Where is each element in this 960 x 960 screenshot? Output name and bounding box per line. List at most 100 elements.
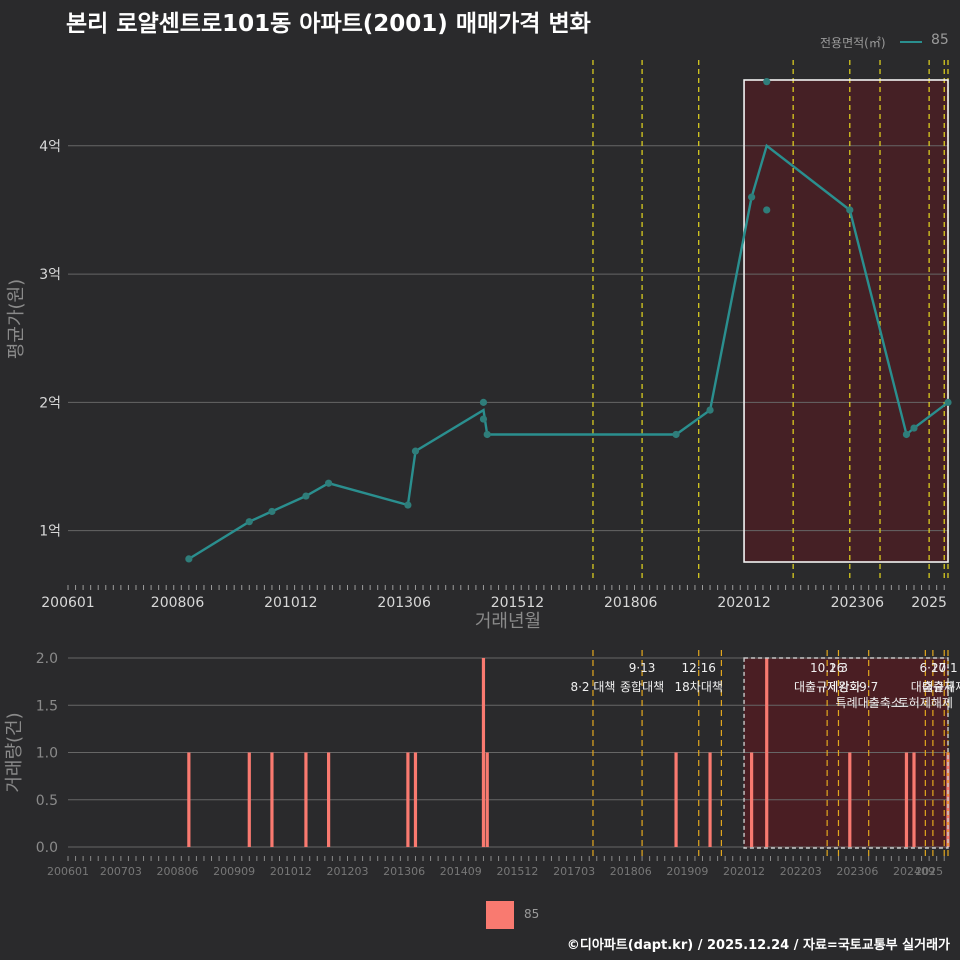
- price-point: [185, 555, 193, 563]
- x-tick-label: 2025: [915, 865, 943, 878]
- policy-annotation: 12·16: [682, 661, 716, 675]
- price-point: [268, 507, 276, 516]
- volume-bar: [848, 752, 852, 847]
- x-tick-label: 200806: [157, 865, 199, 878]
- y-tick-label: 0.5: [36, 793, 58, 809]
- policy-annotation: 1·3: [829, 661, 848, 675]
- price-point: [846, 206, 854, 214]
- price-point: [706, 406, 714, 414]
- volume-bar: [304, 752, 308, 847]
- policy-annotation: 9·7: [859, 680, 878, 694]
- policy-annotation: 규제완화: [816, 680, 860, 694]
- x-tick-label: 201512: [496, 865, 538, 878]
- policy-annotation: 10·1: [931, 661, 958, 675]
- price-point: [483, 430, 491, 439]
- y-axis-title: 평균가(원): [6, 279, 27, 359]
- y-tick-label: 1.0: [36, 746, 58, 762]
- price-point: [763, 206, 771, 214]
- x-tick-label: 201012: [264, 595, 317, 611]
- chart-title: 본리 로얄센트로101동 아파트(2001) 매매가격 변화: [66, 11, 591, 37]
- footer-credit: ©디아파트(dapt.kr) / 2025.12.24 / 자료=국토교통부 실…: [566, 938, 950, 953]
- volume-bar: [413, 752, 418, 847]
- y-tick-label: 1.5: [36, 698, 58, 714]
- volume-bar: [187, 752, 191, 847]
- price-point: [245, 518, 253, 526]
- price-point: [944, 398, 952, 406]
- x-tick-label: 200601: [47, 865, 89, 878]
- volume-bar: [327, 752, 331, 847]
- highlight-region: [744, 80, 948, 562]
- policy-annotation: 대출규제: [922, 680, 960, 694]
- volume-bar: [481, 658, 486, 847]
- x-tick-label: 202203: [780, 865, 822, 878]
- policy-annotation: 6·27: [920, 661, 947, 675]
- x-tick-label: 200806: [151, 595, 205, 611]
- x-tick-label: 202012: [717, 595, 770, 611]
- y-tick-label: 2.0: [36, 651, 58, 667]
- volume-chart: 0.0 0.5 1.0 1.5 2.0 8·2 대책 9·13 종합대책 12·16 18차대책 1…: [4, 650, 960, 878]
- volume-bar: [485, 752, 489, 847]
- volume-bar: [750, 752, 754, 847]
- x-tick-label: 201806: [604, 595, 658, 611]
- policy-annotation: 9·13: [629, 661, 656, 675]
- x-tick-label: 200909: [213, 865, 255, 878]
- x-tick-label: 201703: [553, 865, 595, 878]
- y-tick-label: 3억: [39, 267, 61, 283]
- policy-annotation: 대출규제: [911, 680, 955, 694]
- price-point: [325, 479, 333, 487]
- x-tick-label: 201512: [491, 595, 544, 611]
- y-tick-label: 1억: [39, 524, 61, 540]
- price-point: [748, 193, 756, 201]
- price-point: [404, 501, 412, 509]
- x-tick-label: 202409: [893, 865, 935, 878]
- price-point: [902, 430, 911, 439]
- price-point: [479, 415, 488, 423]
- price-point: [479, 398, 488, 406]
- y-tick-label: 0.0: [36, 840, 58, 856]
- volume-bar: [270, 752, 274, 847]
- y-tick-label: 2억: [39, 395, 61, 411]
- x-tick-label: 200703: [100, 865, 142, 878]
- x-tick-label: 201012: [270, 865, 312, 878]
- volume-bar: [912, 752, 916, 847]
- volume-bar: [708, 752, 712, 847]
- legend-item-85: 85: [931, 32, 949, 48]
- legend-line-swatch: [900, 41, 922, 43]
- volume-bar: [406, 752, 410, 847]
- x-tick-label: 202012: [723, 865, 765, 878]
- price-chart: 1억 2억 3억 4억 200601 200806 201012 201306 201512 20…: [6, 60, 952, 632]
- volume-bar: [904, 752, 909, 847]
- x-tick-label: 2025: [911, 595, 947, 611]
- policy-annotation: 8·2 대책: [570, 679, 615, 694]
- x-tick-label: 201306: [383, 865, 425, 878]
- x-tick-label: 202306: [831, 595, 885, 611]
- x-tick-label: 202306: [836, 865, 878, 878]
- volume-bar: [247, 752, 251, 847]
- volume-bar: [765, 658, 769, 847]
- x-tick-label: 200601: [41, 595, 94, 611]
- x-tick-label: 201409: [440, 865, 482, 878]
- legend-title: 전용면적(㎡): [820, 36, 886, 50]
- price-point: [302, 492, 310, 500]
- policy-annotation: 특례대출축소: [836, 696, 902, 710]
- price-point: [672, 430, 680, 439]
- x-axis-title: 거래년월: [475, 611, 541, 632]
- y-tick-label: 4억: [39, 139, 61, 155]
- x-tick-label: 201203: [326, 865, 368, 878]
- policy-annotation: 대출규제강화: [794, 680, 860, 694]
- policy-annotation: 10.26: [810, 661, 844, 675]
- highlight-border: [743, 657, 949, 849]
- policy-annotation: 종합대책: [620, 679, 664, 694]
- policy-annotation: 18차대책: [675, 679, 723, 694]
- volume-bar: [674, 752, 678, 847]
- price-point: [411, 447, 420, 455]
- price-point: [763, 78, 771, 86]
- policy-annotation: 토허제해제: [898, 696, 953, 710]
- y-axis-title: 거래량(건): [4, 712, 25, 792]
- highlight-border: [743, 79, 949, 563]
- volume-legend-swatch: [486, 901, 514, 929]
- x-tick-label: 201306: [377, 595, 431, 611]
- x-tick-label: 201806: [610, 865, 652, 878]
